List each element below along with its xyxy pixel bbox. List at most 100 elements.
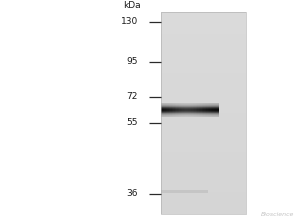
Bar [205,103,206,117]
Bar [187,103,188,117]
Bar [160,47,246,49]
Text: Bioscience: Bioscience [261,213,294,218]
Bar [160,13,246,15]
Bar [209,103,211,117]
Bar [160,99,246,101]
Bar [160,190,208,193]
Bar [160,24,246,25]
Bar [160,107,219,108]
Bar [160,114,219,115]
Bar [160,51,246,52]
Bar [160,108,246,110]
Bar [160,157,246,159]
Bar [160,103,219,104]
Bar [181,103,182,117]
Bar [160,86,246,88]
Bar [202,103,203,117]
Bar [172,103,173,117]
Bar [160,174,246,175]
Bar [160,209,246,211]
Bar [160,30,246,32]
Text: kDa: kDa [123,1,141,10]
Bar [160,108,219,109]
Bar [196,103,197,117]
Bar [160,130,246,131]
Bar [160,91,246,93]
Bar [193,103,194,117]
Bar [160,182,246,184]
Bar [160,131,246,133]
Bar [194,103,196,117]
Bar [160,12,246,13]
Bar [160,81,246,83]
Bar [160,189,246,191]
Bar [160,207,246,209]
Bar [166,103,167,117]
Bar [160,78,246,79]
Bar [160,103,246,105]
Bar [160,115,246,116]
Bar [164,103,166,117]
Bar [160,199,246,201]
Bar [160,110,246,111]
Bar [197,103,199,117]
Bar [160,37,246,39]
Bar [190,103,191,117]
Bar [212,103,214,117]
Bar [199,103,200,117]
Bar [160,62,246,64]
Bar [160,32,246,34]
Bar [160,106,219,107]
Bar [160,12,246,214]
Bar [160,187,246,189]
Bar [184,103,185,117]
Bar [160,145,246,147]
Bar [160,202,246,204]
Bar [161,103,163,117]
Bar [160,164,246,165]
Bar [160,84,246,86]
Bar [160,93,246,95]
Bar [160,149,246,150]
Bar [160,152,246,153]
Bar [160,20,246,22]
Bar [175,103,176,117]
Bar [160,111,219,112]
Bar [215,103,217,117]
Bar [160,191,246,192]
Bar [169,103,170,117]
Bar [160,103,161,117]
Bar [160,162,246,164]
Bar [182,103,184,117]
Bar [160,116,219,117]
Bar [160,175,246,177]
Bar [178,103,179,117]
Bar [218,103,220,117]
Bar [160,74,246,76]
Bar [160,201,246,202]
Bar [160,140,246,142]
Bar [160,196,246,197]
Bar [160,106,246,108]
Bar [160,184,246,185]
Bar [167,103,169,117]
Bar [160,116,246,118]
Bar [160,125,246,127]
Text: 36: 36 [127,189,138,198]
Bar [160,206,246,207]
Bar [160,172,246,174]
Bar [160,170,246,172]
Bar [179,103,181,117]
Bar [160,35,246,37]
Bar [160,110,219,111]
Bar [160,213,246,214]
Bar [160,194,246,196]
Bar [160,64,246,66]
Bar [160,127,246,128]
Bar [160,59,246,61]
Bar [160,165,246,167]
Bar [160,45,246,47]
Bar [160,17,246,19]
Bar [160,160,246,162]
Bar [160,135,246,137]
